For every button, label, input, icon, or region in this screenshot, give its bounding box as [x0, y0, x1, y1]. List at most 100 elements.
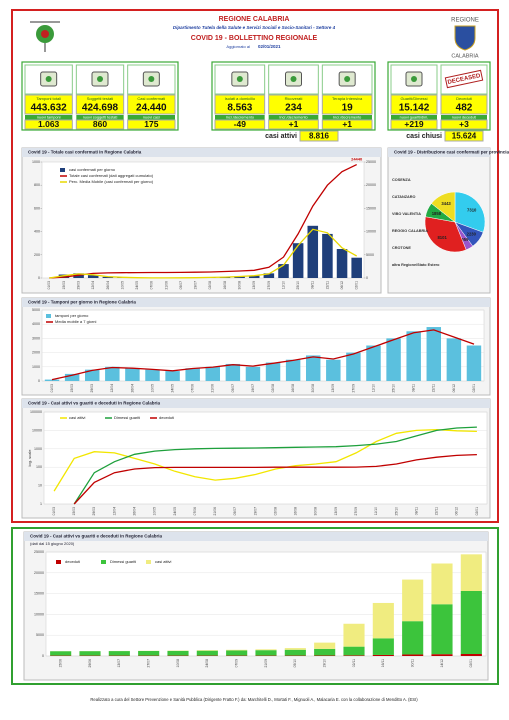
bar: [87, 275, 99, 278]
bar: [402, 579, 424, 622]
pie-category-label: COSENZA: [392, 178, 411, 182]
y2-tick-label: 0: [366, 276, 368, 280]
bar: [346, 352, 361, 381]
bar: [79, 651, 101, 656]
tile-value-box: [390, 94, 438, 115]
bar: [145, 369, 160, 381]
bar: [248, 275, 260, 278]
bar: [284, 649, 306, 656]
tile-value: 482: [456, 103, 473, 114]
y-tick-label: 4000: [32, 322, 40, 326]
tile-sub-value-box: [75, 119, 125, 130]
logo-shield: [454, 25, 476, 51]
x-tick-label: 01/03: [50, 384, 54, 393]
pie-slice: [424, 216, 467, 253]
tile-sub-value: 860: [93, 119, 107, 129]
x-tick-label: 02/11: [352, 659, 356, 667]
bar: [466, 345, 482, 381]
pie-value-label: 7310: [467, 207, 477, 212]
x-tick-label: 19/07: [251, 384, 255, 393]
tile-sub-value: +3: [459, 119, 469, 129]
legend-label: Totale casi confermati (dati aggregati c…: [69, 173, 154, 178]
tile-sub-value-box: [268, 119, 319, 130]
tile-sub-value-box: [321, 119, 373, 130]
chart-title-bar: [22, 298, 490, 307]
chart-title: Covid 19 - Casi attivi vs guariti e dece…: [30, 534, 163, 539]
x-tick-label: 12/04: [110, 384, 114, 393]
y-tick-label: 1: [40, 502, 42, 506]
tile-value: 234: [285, 103, 302, 114]
tile-sub-label-box: [127, 115, 175, 120]
y-tick-label: 0: [42, 654, 44, 658]
tile-icon-box: [390, 64, 438, 95]
series-line: [49, 164, 357, 279]
x-tick-label: 08/11: [414, 507, 418, 515]
tile-label: Ricoverati: [285, 96, 303, 101]
x-tick-label: 15/03: [70, 384, 74, 393]
tile-sub-label: nuovi deceduti: [452, 116, 477, 120]
pie-value-label: 3443: [441, 201, 451, 206]
bar: [446, 338, 462, 381]
bar: [265, 362, 281, 381]
y-tick-label: 5000: [32, 308, 40, 312]
tile-label: Terapia Intensiva: [332, 96, 363, 101]
x-tick-label: 16/08: [291, 384, 295, 393]
bar: [366, 345, 381, 381]
bar: [125, 368, 140, 381]
x-tick-label: 13/09: [334, 507, 338, 516]
bar: [105, 366, 120, 381]
bar: [460, 591, 482, 654]
bar: [278, 264, 289, 278]
chart-title-bar: [24, 532, 488, 541]
summary-box: [444, 130, 484, 142]
summary-label: casi attivi: [265, 133, 297, 140]
x-tick-label: 21/06: [211, 384, 215, 393]
plot-area: [43, 411, 488, 505]
x-tick-label: 10/08: [176, 659, 180, 668]
x-tick-label: 27/09: [351, 384, 355, 393]
icon: [344, 76, 351, 82]
bar: [406, 331, 421, 381]
x-tick-label: 16/08: [223, 281, 227, 290]
bar: [351, 257, 362, 278]
tile-sub-value: 1.063: [38, 119, 60, 129]
stamp: [444, 69, 484, 89]
y-tick-label: 0: [38, 276, 40, 280]
bar: [245, 366, 261, 381]
pie-value-label: 8101: [437, 235, 447, 240]
x-tick-label: 07/06: [193, 507, 197, 516]
x-tick-label: 30/08: [237, 281, 241, 290]
x-tick-label: 06/12: [452, 384, 456, 393]
tile-sub-label-box: [391, 115, 437, 120]
y-tick-label: 10000: [34, 612, 44, 616]
bar: [372, 638, 394, 655]
legend-label: Media mobile a 7 giorni: [55, 319, 96, 324]
x-tick-label: 22/11: [435, 507, 439, 515]
chart-title: Covid 19 - Distribuzione casi confermati…: [394, 150, 509, 155]
tile-sub-label-box: [322, 115, 372, 120]
x-tick-label: 11/10: [374, 507, 378, 515]
bar: [64, 373, 80, 381]
bar: [431, 604, 453, 655]
x-tick-label: 02/01: [472, 384, 476, 393]
summary-box: [299, 130, 339, 142]
bar: [255, 650, 277, 656]
tile-sub-label-box: [441, 115, 487, 120]
bar: [402, 621, 424, 655]
bar: [196, 650, 218, 656]
tile-sub-label: Incr./decremento: [333, 116, 361, 120]
chart-title-bar: [22, 399, 490, 408]
summary-value: 15.624: [452, 131, 477, 140]
bar: [372, 602, 394, 639]
tile-value-box: [268, 94, 319, 115]
tile-sub-value-box: [214, 119, 266, 130]
y-tick-label: 400: [34, 230, 40, 234]
x-tick-label: 08/11: [412, 384, 416, 392]
icon: [97, 76, 103, 82]
x-tick-label: 05/10: [293, 659, 297, 668]
title: COVID 19 - BOLLETTINO REGIONALE: [191, 35, 318, 42]
bar: [285, 359, 301, 381]
bar: [185, 368, 200, 381]
y-tick-label: 3000: [32, 336, 40, 340]
x-tick-label: 21/09: [264, 659, 268, 668]
